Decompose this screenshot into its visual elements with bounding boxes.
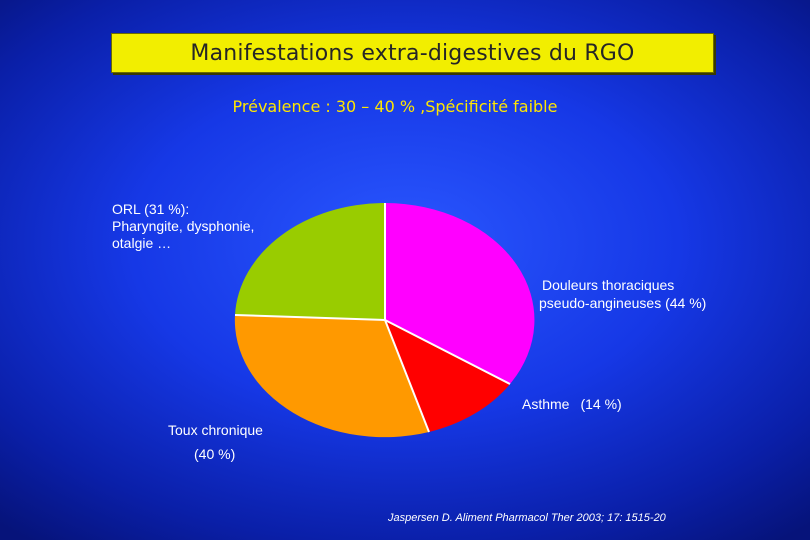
label-douleurs-line2: pseudo-angineuses (44 %) (539, 295, 707, 311)
label-toux-pct: (40 %) (194, 446, 236, 462)
slice-orl (235, 202, 385, 320)
title-box: Manifestations extra-digestives du RGO (111, 33, 714, 73)
label-douleurs-line1: Douleurs thoraciques (542, 277, 675, 293)
label-asthme-name: Asthme (522, 396, 570, 412)
subtitle: Prévalence : 30 – 40 % ,Spécificité faib… (0, 97, 810, 116)
slice-toux (234, 315, 429, 438)
slide-title: Manifestations extra-digestives du RGO (190, 40, 635, 66)
label-orl-line3: otalgie … (112, 235, 172, 251)
label-orl-line1: ORL (31 %): (112, 201, 190, 217)
source-citation: Jaspersen D. Aliment Pharmacol Ther 2003… (388, 512, 666, 524)
subtitle-text: Prévalence : 30 – 40 % ,Spécificité faib… (232, 97, 558, 116)
label-orl-line2: Pharyngite, dysphonie, (112, 218, 255, 234)
label-asthme-pct: (14 %) (580, 396, 622, 412)
label-asthme: Asthme (14 %) (522, 396, 622, 413)
label-orl: ORL (31 %): Pharyngite, dysphonie, otalg… (112, 201, 254, 252)
label-toux: Toux chronique (168, 422, 263, 438)
slice-asthme (385, 320, 510, 432)
label-douleurs: Douleurs thoraciques pseudo-angineuses (… (539, 276, 706, 312)
